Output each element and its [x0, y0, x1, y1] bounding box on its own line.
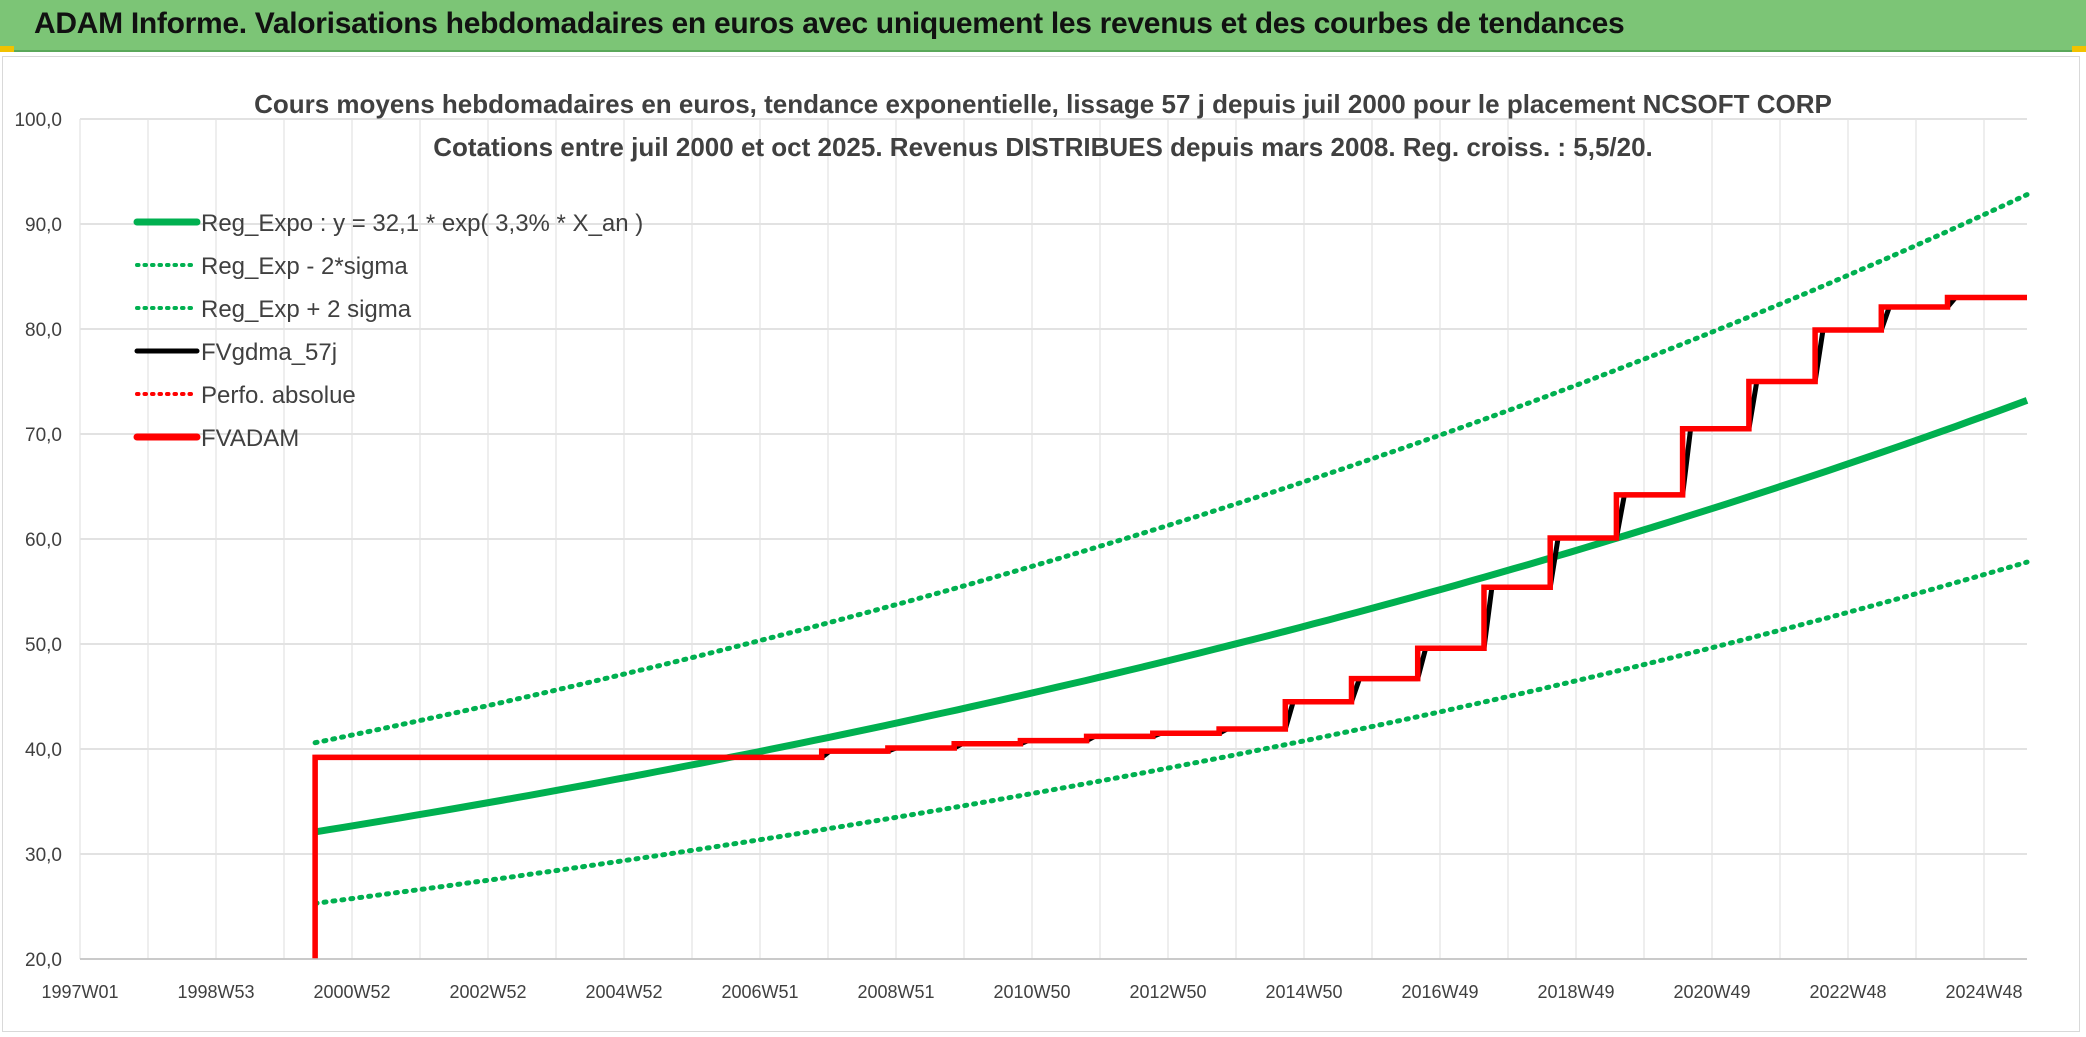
x-tick-label: 2002W52: [449, 982, 526, 1002]
series-reg-plus-2sigma: [312, 192, 2030, 746]
axes: 20,0 30,0 40,0 50,0 60,0 70,0 80,0 90,0 100,0 199…: [14, 110, 2027, 1002]
x-tick-label: 1998W53: [177, 982, 254, 1002]
chart-title: Cours moyens hebdomadaires en euros, ten…: [254, 89, 1832, 119]
series-reg-minus-2sigma: [312, 559, 2030, 906]
corner-mark-left: [0, 46, 14, 52]
x-tick-label: 2008W51: [857, 982, 934, 1002]
report-title: ADAM Informe. Valorisations hebdomadaire…: [34, 7, 1625, 40]
y-tick-label: 90,0: [25, 215, 62, 236]
legend-label: Reg_Exp + 2 sigma: [201, 296, 412, 323]
grid: [79, 118, 2027, 960]
x-tick-label: 2000W52: [313, 982, 390, 1002]
x-tick-label: 2020W49: [1673, 982, 1750, 1002]
x-tick-label: 2010W50: [993, 982, 1070, 1002]
legend-label: Perfo. absolue: [201, 382, 356, 409]
legend: Reg_Expo : y = 32,1 * exp( 3,3% * X_an )…: [133, 210, 643, 452]
series-layer: [312, 192, 2030, 959]
y-tick-label: 20,0: [25, 950, 62, 971]
y-tick-label: 60,0: [25, 530, 62, 551]
chart-frame: [2, 56, 2080, 1032]
legend-label: Reg_Expo : y = 32,1 * exp( 3,3% * X_an ): [201, 210, 643, 237]
chart-subtitle: Cotations entre juil 2000 et oct 2025. R…: [433, 132, 1653, 162]
y-tick-label: 80,0: [25, 320, 62, 341]
series-reg-expo: [314, 397, 2029, 836]
x-tick-label: 2018W49: [1537, 982, 1614, 1002]
x-tick-label: 2014W50: [1265, 982, 1342, 1002]
x-tick-label: 2016W49: [1401, 982, 1478, 1002]
y-tick-label: 50,0: [25, 635, 62, 656]
series-fvadam: [312, 294, 2027, 959]
series-fvgdma-57j: [312, 295, 2027, 959]
y-tick-label: 30,0: [25, 845, 62, 866]
x-tick-label: 2006W51: [721, 982, 798, 1002]
y-tick-label: 70,0: [25, 425, 62, 446]
y-tick-label: 100,0: [14, 110, 62, 131]
x-tick-label: 2012W50: [1129, 982, 1206, 1002]
x-tick-label: 2024W48: [1945, 982, 2022, 1002]
x-tick-label: 2022W48: [1809, 982, 1886, 1002]
legend-label: FVgdma_57j: [201, 339, 337, 366]
y-tick-label: 40,0: [25, 740, 62, 761]
corner-mark-right: [2072, 46, 2086, 52]
legend-label: FVADAM: [201, 425, 299, 452]
x-tick-label: 1997W01: [41, 982, 118, 1002]
report-banner: ADAM Informe. Valorisations hebdomadaire…: [0, 0, 2086, 52]
x-tick-label: 2004W52: [585, 982, 662, 1002]
legend-label: Reg_Exp - 2*sigma: [201, 253, 408, 280]
